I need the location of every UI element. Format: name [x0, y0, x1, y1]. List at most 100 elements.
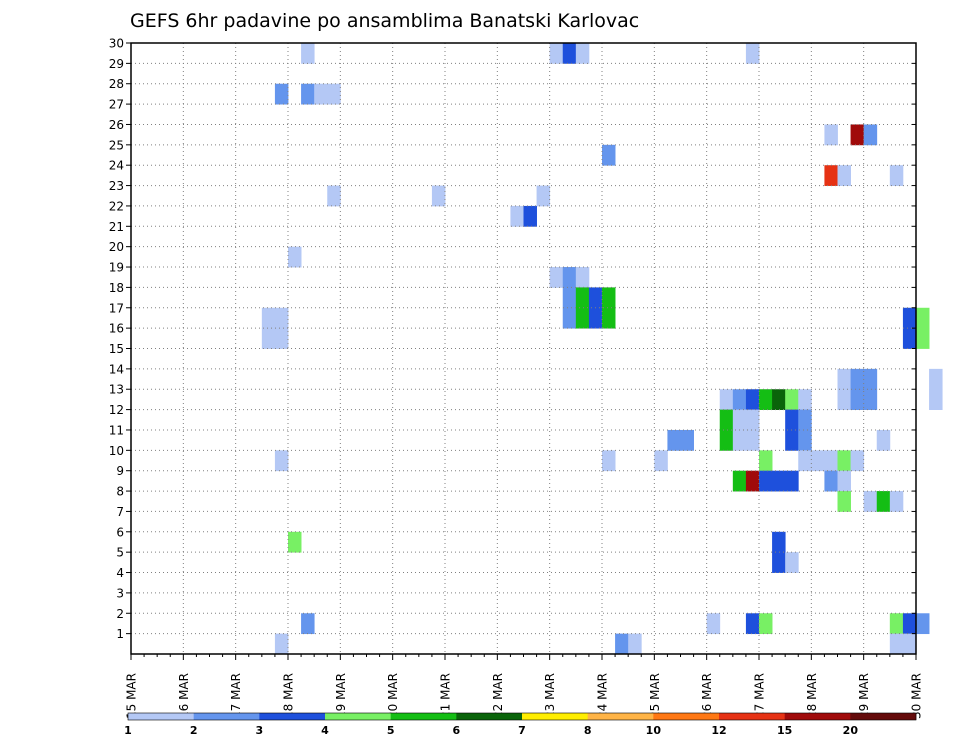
x-tick-label: 16 MAR	[177, 673, 191, 719]
x-tick-label: 23 MAR	[543, 673, 557, 719]
cell-m12-59	[785, 409, 799, 431]
colorbar-swatch	[128, 713, 194, 720]
cell-m5-91	[772, 552, 786, 573]
colorbar-label: 2	[190, 724, 198, 737]
y-tick-label: 7	[116, 505, 124, 519]
cell-m2-96	[759, 613, 773, 635]
x-tick-label: 17 MAR	[229, 673, 243, 719]
cell-m9-80	[759, 470, 773, 492]
colorbar-label: 1	[124, 724, 132, 737]
x-tick-label: 15 MAR	[125, 673, 139, 719]
colorbar-label: 12	[711, 724, 726, 737]
colorbar-swatch	[719, 713, 785, 720]
y-tick-label: 30	[109, 37, 124, 51]
colorbar-label: 6	[453, 724, 461, 737]
cell-m12-60	[798, 409, 812, 431]
y-tick-label: 28	[109, 77, 124, 91]
y-tick-label: 16	[109, 322, 124, 336]
cell-m2-98	[902, 613, 917, 635]
cell-m11-61	[667, 429, 681, 451]
colorbar-label: 3	[256, 724, 264, 737]
colorbar-frame	[127, 712, 917, 721]
cell-m2-94	[706, 613, 721, 635]
cell-m6-90	[772, 531, 786, 553]
cell-m30-1	[549, 43, 564, 64]
cell-m10-69	[274, 450, 289, 472]
cell-m24-15	[889, 165, 904, 186]
y-tick-label: 26	[109, 118, 124, 132]
cell-m2-99	[916, 613, 930, 635]
colorbar-label: 20	[843, 724, 859, 737]
cell-m16-38	[274, 328, 289, 349]
colorbar-label: 4	[321, 724, 329, 737]
cell-m10-70	[602, 450, 616, 472]
cell-m23-16	[327, 185, 341, 207]
cell-m19-24	[575, 267, 590, 288]
colorbar-swatch	[850, 713, 917, 720]
cell-m2-93	[301, 613, 315, 635]
colorbar-label: 7	[518, 724, 526, 737]
x-tick-label: 27 MAR	[753, 673, 767, 719]
colorbar-swatch	[193, 713, 260, 720]
y-tick-label: 18	[109, 281, 124, 295]
cell-m13-47	[863, 389, 878, 410]
y-tick-label: 29	[109, 57, 124, 71]
y-tick-label: 8	[116, 485, 124, 499]
colorbar-swatch	[390, 713, 457, 720]
cells-layer	[261, 43, 943, 655]
y-tick-label: 25	[109, 138, 124, 152]
y-tick-label: 13	[109, 383, 124, 397]
cell-m9-83	[824, 470, 838, 492]
cell-m17-35	[902, 307, 917, 329]
y-tick-label: 10	[109, 444, 124, 458]
cell-m11-65	[745, 429, 760, 451]
cell-m28-6	[301, 83, 315, 105]
colorbar-label: 10	[646, 724, 662, 737]
x-tick-label: 24 MAR	[596, 673, 610, 719]
x-tick-label: 29 MAR	[857, 673, 871, 719]
cell-m30-0	[301, 43, 315, 64]
cell-m28-8	[327, 83, 341, 105]
x-axis: 15 MAR 16 MAR 17 MAR 18 MAR 19 MAR 20 MAR 21 M…	[125, 654, 924, 719]
colorbar-swatch	[784, 713, 851, 720]
cell-m11-63	[719, 429, 734, 451]
cell-m17-36	[916, 307, 930, 329]
grid-layer	[131, 43, 916, 654]
cell-m10-73	[798, 450, 812, 472]
x-tick-label: 19 MAR	[334, 673, 348, 719]
cell-m13-46	[850, 389, 865, 410]
y-tick-label: 27	[109, 98, 124, 112]
cell-m28-7	[314, 83, 328, 105]
y-tick-label: 22	[109, 199, 124, 213]
y-tick-label: 24	[109, 159, 124, 173]
cell-m2-97	[889, 613, 904, 635]
cell-m19-23	[562, 267, 577, 288]
cell-m13-54	[785, 389, 799, 410]
colorbar-swatch	[587, 713, 654, 720]
colorbar-swatch	[653, 713, 720, 720]
y-tick-label: 1	[116, 627, 124, 641]
cell-m9-81	[772, 470, 786, 492]
cell-m30-3	[575, 43, 590, 64]
cell-m16-40	[916, 328, 930, 349]
cell-m10-76	[837, 450, 851, 472]
cell-m13-52	[759, 389, 773, 410]
y-tick-label: 4	[116, 566, 124, 580]
cell-m9-79	[745, 470, 760, 492]
cell-m10-77	[850, 450, 865, 472]
cell-m20-21	[288, 246, 302, 268]
y-tick-label: 11	[109, 423, 124, 437]
cell-m18-27	[588, 287, 603, 309]
x-tick-label: 18 MAR	[282, 673, 296, 719]
cell-m8-85	[837, 491, 851, 512]
colorbar-label: 15	[777, 724, 792, 737]
cell-m19-22	[549, 267, 564, 288]
colorbar-label: 8	[584, 724, 592, 737]
y-tick-label: 23	[109, 179, 124, 193]
cell-m12-57	[732, 409, 747, 431]
y-tick-label: 20	[109, 240, 124, 254]
cell-m22-20	[523, 205, 537, 227]
colorbar-swatch	[325, 713, 391, 720]
cell-m16-37	[261, 328, 276, 349]
